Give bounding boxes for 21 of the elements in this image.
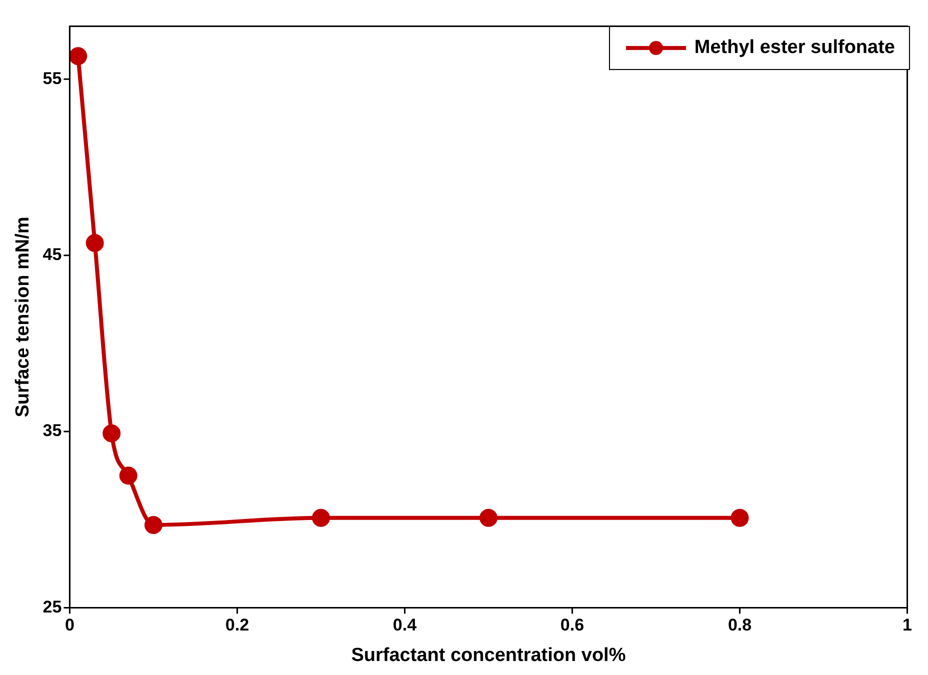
x-tick-label: 0.6	[560, 616, 584, 635]
y-tick-label: 25	[42, 597, 62, 616]
point	[479, 508, 498, 527]
point	[144, 516, 162, 534]
x-tick-label: 0.4	[392, 616, 418, 635]
x-axis-title: Surfactant concentration vol%	[351, 644, 626, 666]
y-tick-label: 35	[42, 421, 62, 440]
y-axis-title: Surface tension mN/m	[12, 216, 34, 418]
y-tick-label: 45	[42, 245, 62, 264]
x-tick-label: 0.8	[728, 616, 752, 635]
legend-label: Methyl ester sulfonate	[694, 37, 895, 59]
point	[312, 508, 330, 527]
point	[102, 424, 121, 442]
point	[119, 466, 138, 485]
x-tick-label: 0.2	[225, 616, 250, 635]
point	[86, 234, 104, 252]
x-tick-label: 1	[902, 616, 912, 635]
point	[730, 508, 749, 527]
y-tick-label: 55	[42, 68, 62, 88]
point	[70, 47, 88, 66]
x-tick-label: 0	[64, 616, 74, 635]
